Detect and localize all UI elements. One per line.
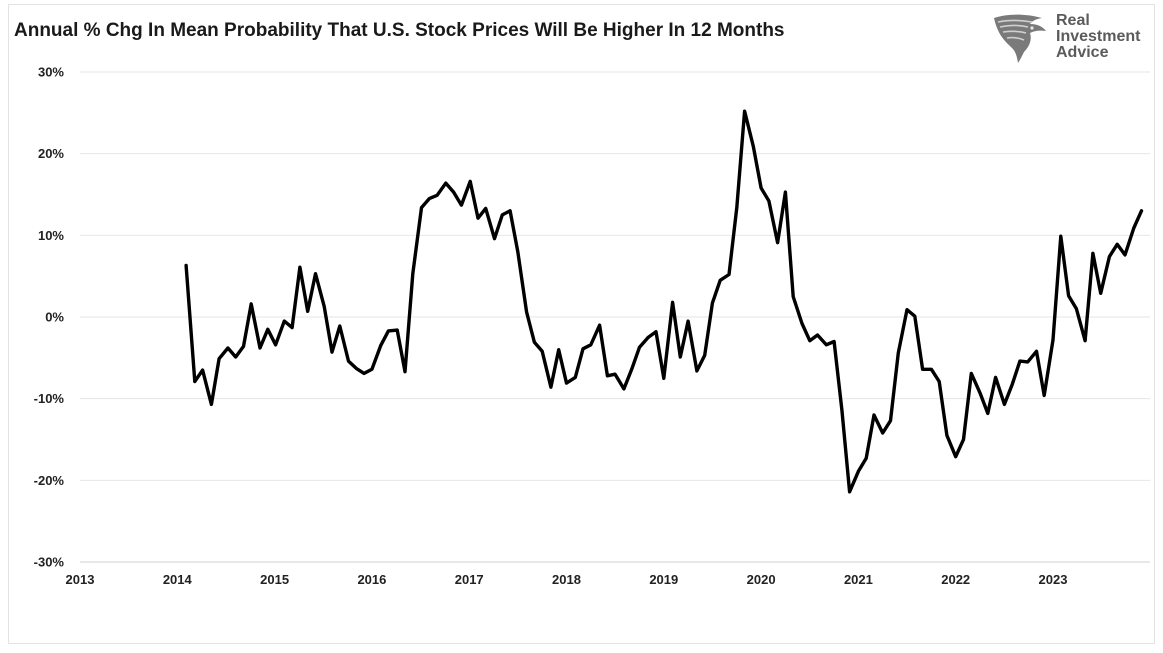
series-line xyxy=(184,109,1144,494)
x-tick-label: 2022 xyxy=(941,572,970,587)
y-tick-label: -30% xyxy=(34,555,65,570)
y-tick-label: 30% xyxy=(38,65,64,80)
y-tick-label: 0% xyxy=(45,310,64,325)
x-tick-label: 2016 xyxy=(357,572,386,587)
chart-frame xyxy=(8,4,1155,644)
chart-title: Annual % Chg In Mean Probability That U.… xyxy=(14,20,785,41)
x-tick-label: 2013 xyxy=(66,572,95,587)
x-tick-label: 2019 xyxy=(649,572,678,587)
x-tick-label: 2018 xyxy=(552,572,581,587)
y-tick-label: -20% xyxy=(34,473,65,488)
y-axis-ticks: 30% 20% 10% 0% -10% -20% -30% xyxy=(34,65,65,570)
x-tick-label: 2017 xyxy=(455,572,484,587)
gridlines xyxy=(80,71,1150,481)
logo-line-3: Advice xyxy=(1056,44,1109,61)
eagle-icon xyxy=(994,14,1046,63)
y-tick-label: 20% xyxy=(38,146,64,161)
logo-text: Real Investment Advice xyxy=(1056,13,1140,61)
x-tick-label: 2015 xyxy=(260,572,289,587)
x-axis-ticks: 2013 2014 2015 2016 2017 2018 2019 2020 2021 2022… xyxy=(66,572,1068,587)
logo-line-2: Investment xyxy=(1056,28,1141,45)
y-tick-label: -10% xyxy=(34,391,65,406)
series xyxy=(184,109,1144,494)
brand-logo: Real Investment Advice xyxy=(992,12,1157,64)
x-tick-label: 2021 xyxy=(844,572,873,587)
x-tick-label: 2023 xyxy=(1039,572,1068,587)
logo-line-1: Real xyxy=(1056,12,1090,29)
x-tick-label: 2014 xyxy=(163,572,193,587)
x-tick-label: 2020 xyxy=(747,572,776,587)
y-tick-label: 10% xyxy=(38,228,64,243)
